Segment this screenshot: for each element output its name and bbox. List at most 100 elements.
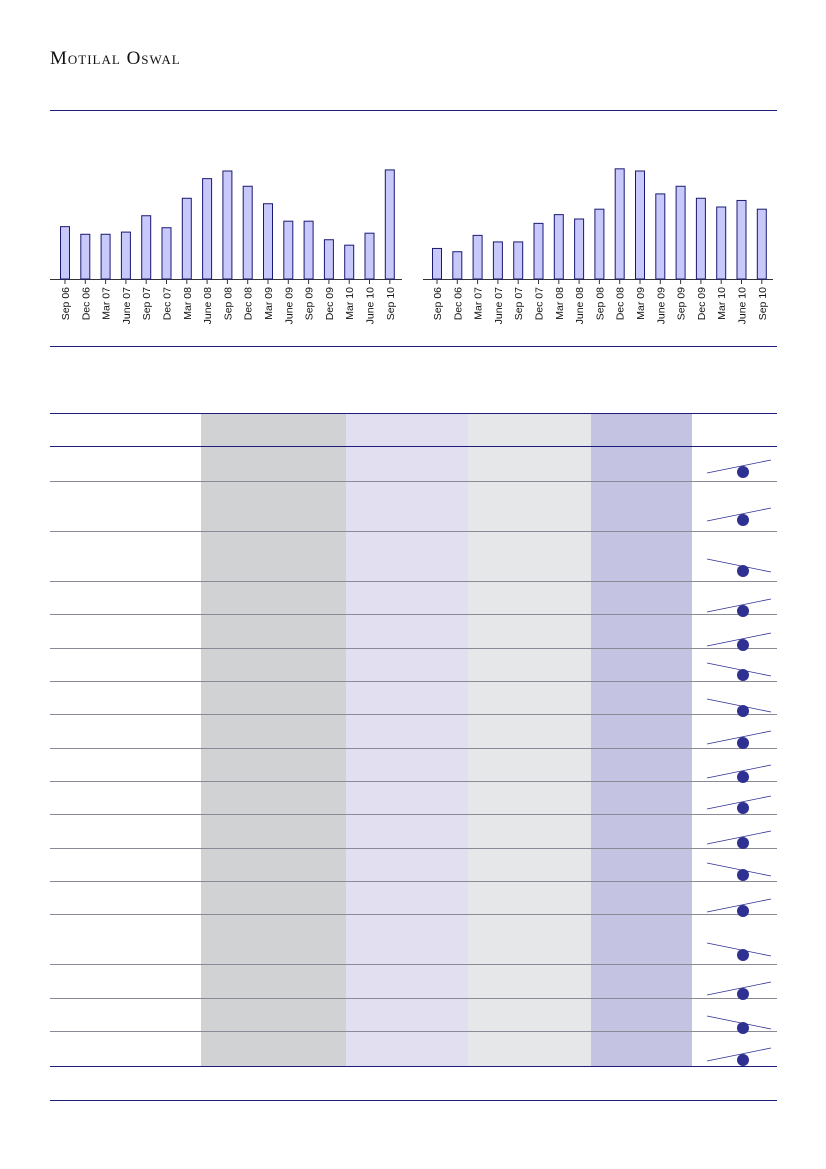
row-divider	[50, 881, 777, 882]
trend-dot	[737, 669, 749, 681]
row-divider	[50, 481, 777, 482]
x-tick-label: June 07	[493, 287, 505, 325]
bar	[263, 203, 273, 280]
table-column-2	[346, 413, 468, 1066]
trend-line	[706, 730, 772, 745]
trend-line	[706, 764, 772, 779]
trend-dot	[737, 466, 749, 478]
x-tick-label: June 09	[655, 287, 667, 325]
trend-line	[706, 662, 772, 677]
bar	[202, 178, 213, 280]
bar	[655, 193, 666, 280]
trend-line	[706, 795, 772, 810]
x-tick-label: Mar 10	[344, 287, 356, 320]
table-top-rule	[50, 413, 777, 414]
trend-indicator-icon	[706, 632, 772, 651]
row-divider	[50, 614, 777, 615]
bar	[100, 233, 111, 280]
bar	[675, 185, 686, 280]
trend-line	[706, 459, 772, 474]
trend-indicator-icon	[706, 507, 772, 526]
table-bottom-rule	[50, 1066, 777, 1067]
trend-indicator-icon	[706, 898, 772, 917]
bar	[716, 206, 727, 280]
trend-indicator-icon	[706, 764, 772, 783]
row-divider	[50, 531, 777, 532]
trend-dot	[737, 565, 749, 577]
trend-dot	[737, 737, 749, 749]
x-tick-label: Mar 07	[473, 287, 485, 320]
trend-line	[706, 507, 772, 522]
trend-indicator-icon	[706, 598, 772, 617]
trend-line	[706, 862, 772, 877]
x-tick-label: Dec 06	[452, 287, 464, 320]
trend-dot	[737, 514, 749, 526]
row-divider	[50, 748, 777, 749]
x-tick-label: Sep 10	[757, 287, 769, 320]
top-rule	[50, 110, 777, 111]
bar	[513, 241, 524, 280]
trend-indicator-icon	[706, 558, 772, 577]
bar	[553, 214, 564, 280]
trend-line	[706, 698, 772, 713]
x-tick-label: Dec 09	[696, 287, 708, 320]
trend-dot	[737, 949, 749, 961]
trend-dot	[737, 905, 749, 917]
trend-dot	[737, 837, 749, 849]
trend-dot	[737, 802, 749, 814]
row-divider	[50, 998, 777, 999]
trend-dot	[737, 869, 749, 881]
x-tick-label: Mar 10	[716, 287, 728, 320]
trend-line	[706, 942, 772, 957]
brand-logo: Motilal Oswal	[50, 48, 181, 69]
bar	[384, 169, 395, 280]
trend-line	[706, 981, 772, 996]
bar-chart-right: Sep 06 Dec 06 Mar 07 June 07 Sep 07 Dec 07 Mar…	[423, 168, 773, 325]
trend-dot	[737, 1054, 749, 1066]
bar	[222, 170, 233, 280]
bar	[181, 197, 192, 280]
table-header-rule	[50, 446, 777, 447]
trend-dot	[737, 988, 749, 1000]
x-tick-label: Sep 07	[513, 287, 525, 320]
bar	[364, 232, 375, 280]
trend-dot	[737, 639, 749, 651]
trend-indicator-icon	[706, 730, 772, 749]
trend-indicator-icon	[706, 1015, 772, 1034]
row-divider	[50, 648, 777, 649]
bar	[756, 208, 767, 280]
trend-indicator-icon	[706, 942, 772, 961]
x-tick-label: Mar 08	[182, 287, 194, 320]
trend-line	[706, 898, 772, 913]
bar	[303, 220, 314, 280]
trend-dot	[737, 705, 749, 717]
trend-indicator-icon	[706, 981, 772, 1000]
bar	[161, 227, 172, 280]
x-tick-label: Sep 06	[432, 287, 444, 320]
row-divider	[50, 914, 777, 915]
bar	[80, 233, 91, 280]
trend-dot	[737, 771, 749, 783]
x-tick-label: Dec 06	[80, 287, 92, 320]
x-tick-label: Dec 09	[324, 287, 336, 320]
row-divider	[50, 814, 777, 815]
trend-indicator-icon	[706, 795, 772, 814]
x-tick-label: Dec 08	[243, 287, 255, 320]
x-tick-label: June 08	[202, 287, 214, 325]
x-tick-label: Mar 07	[101, 287, 113, 320]
trend-indicator-icon	[706, 862, 772, 881]
x-tick-label: Sep 09	[676, 287, 688, 320]
row-divider	[50, 781, 777, 782]
bar	[432, 247, 442, 280]
bar	[614, 168, 625, 280]
bar	[472, 234, 483, 280]
x-tick-label: Mar 08	[554, 287, 566, 320]
trend-dot	[737, 1022, 749, 1034]
bar	[344, 244, 355, 280]
bar	[452, 251, 463, 280]
row-divider	[50, 681, 777, 682]
x-tick-label: Dec 07	[162, 287, 174, 320]
x-tick-label: Mar 09	[635, 287, 647, 320]
x-tick-label: Mar 09	[263, 287, 275, 320]
bar	[635, 170, 645, 280]
